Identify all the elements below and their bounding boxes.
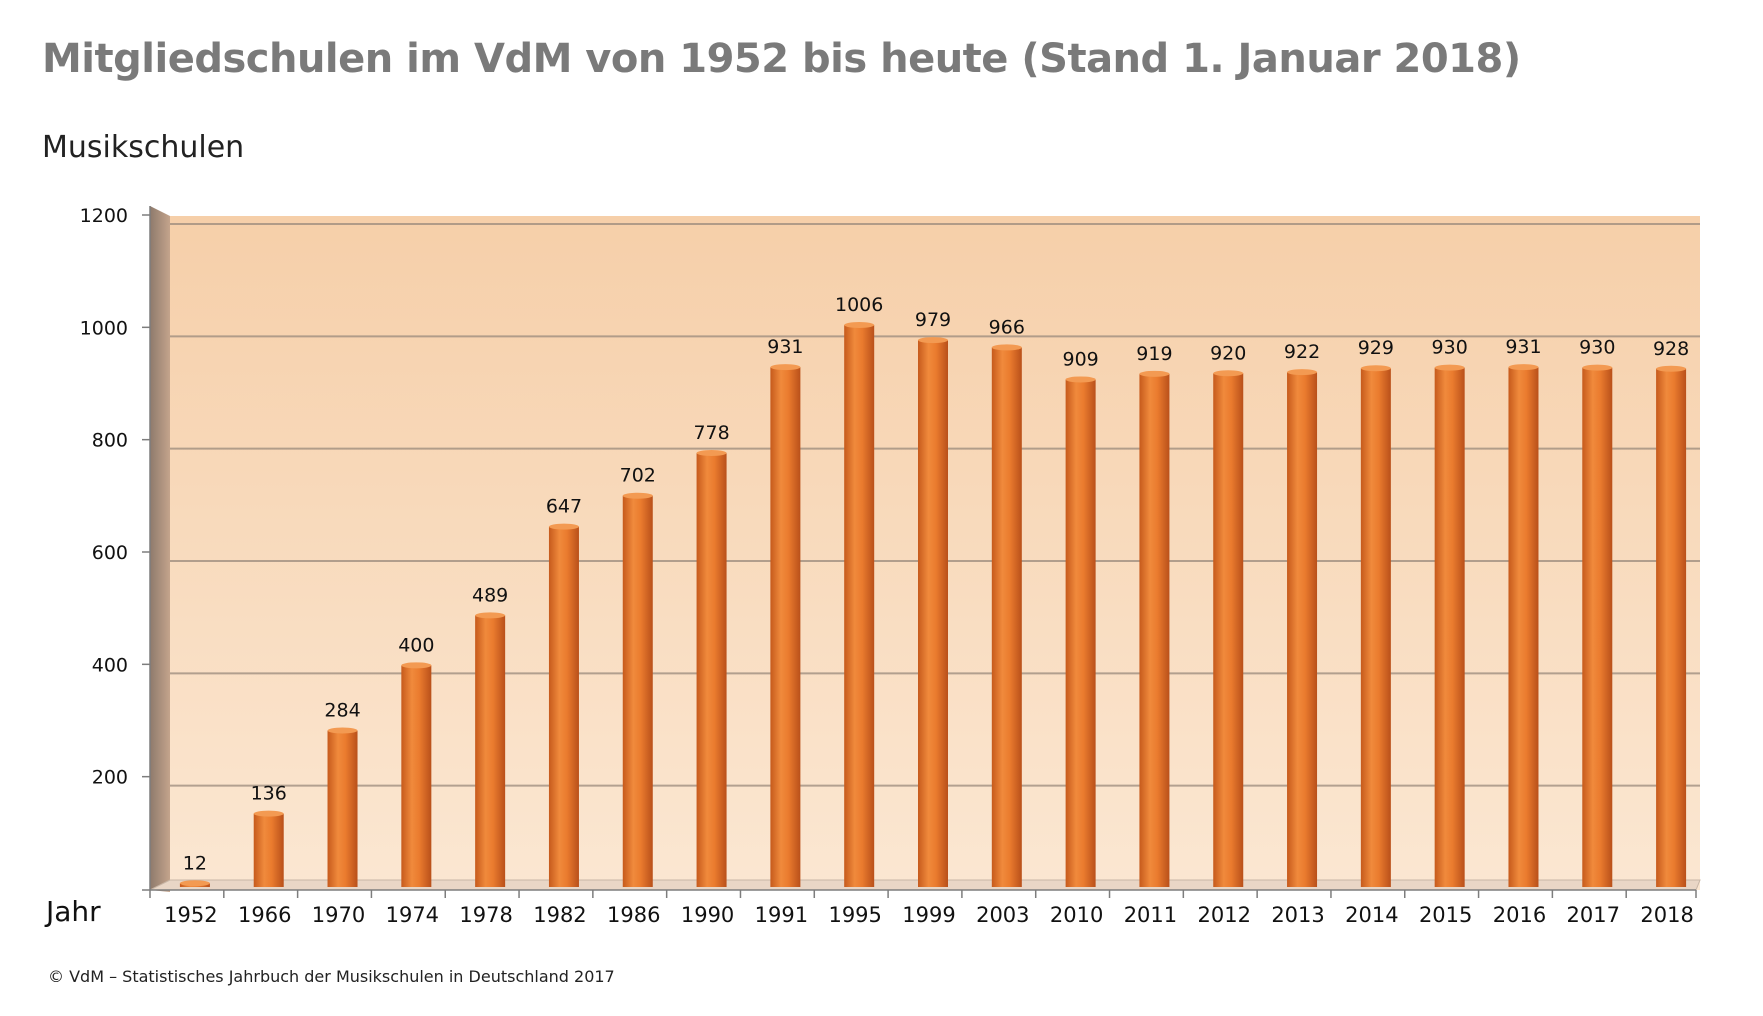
bar-2010	[1065, 379, 1096, 887]
data-label-1966: 136	[251, 783, 287, 805]
data-labels: 12 136 284 400 489 647 702 778 931 1006 979 966 909 9…	[183, 294, 1689, 874]
data-label-1990: 778	[693, 422, 729, 444]
chart-title: Mitgliedschulen im VdM von 1952 bis heut…	[42, 36, 1521, 82]
bar-top-1966	[253, 810, 284, 817]
bar-top-1991	[770, 364, 801, 371]
bar-top-2013	[1287, 369, 1318, 376]
data-label-2010: 909	[1062, 348, 1098, 370]
bar-top-2018	[1656, 365, 1687, 372]
x-tick-label-1978: 1978	[459, 903, 512, 927]
bar-1991	[770, 367, 801, 887]
y-tick-label-1200: 1200	[80, 205, 128, 227]
data-label-2014: 929	[1358, 337, 1394, 359]
y-tick-label-200: 200	[92, 767, 128, 789]
x-axis-title: Jahr	[44, 895, 101, 928]
x-tick-label-2011: 2011	[1124, 903, 1177, 927]
bar-top-1990	[696, 450, 727, 457]
bar-2014	[1360, 368, 1391, 887]
data-label-1952: 12	[183, 852, 207, 874]
bar-top-2014	[1360, 365, 1391, 372]
data-label-1986: 702	[620, 465, 656, 487]
x-tick-label-2016: 2016	[1493, 903, 1546, 927]
bar-top-2017	[1582, 364, 1613, 371]
data-label-2016: 931	[1505, 336, 1541, 358]
bar-top-1995	[844, 321, 875, 328]
bar-1999	[918, 340, 948, 888]
bars	[179, 321, 1687, 888]
data-label-1995: 1006	[835, 294, 883, 316]
bar-top-1978	[475, 612, 506, 619]
data-label-2017: 930	[1579, 337, 1615, 359]
bar-2017	[1582, 367, 1613, 887]
x-tick-label-1995: 1995	[828, 903, 881, 927]
bar-1974	[401, 665, 432, 887]
bar-2016	[1508, 367, 1539, 887]
x-tick-label-2018: 2018	[1640, 903, 1693, 927]
bar-top-1982	[548, 523, 579, 530]
bar-top-1970	[327, 727, 358, 734]
bar-1978	[475, 615, 506, 887]
data-label-2012: 920	[1210, 342, 1246, 364]
bar-top-2003	[991, 344, 1022, 351]
data-label-1974: 400	[398, 634, 434, 656]
data-label-2018: 928	[1653, 338, 1689, 360]
bar-top-1986	[622, 492, 653, 499]
bar-top-1952	[179, 880, 210, 887]
x-tick-label-1952: 1952	[164, 903, 217, 927]
bar-2011	[1139, 373, 1170, 887]
x-tick-label-1991: 1991	[755, 903, 808, 927]
bar-1970	[327, 730, 358, 887]
data-label-1970: 284	[324, 699, 360, 721]
x-tick-label-2014: 2014	[1345, 903, 1398, 927]
x-tick-label-2003: 2003	[976, 903, 1029, 927]
x-axis: Jahr 1952 1966 1970 1974 1978 1982 1986 1990 1991…	[44, 889, 1697, 928]
x-tick-label-2017: 2017	[1567, 903, 1620, 927]
x-tick-label-1999: 1999	[902, 903, 955, 927]
x-tick-label-1966: 1966	[238, 903, 291, 927]
data-label-2003: 966	[989, 316, 1025, 338]
y-tick-label-1000: 1000	[80, 317, 128, 339]
bar-1995	[844, 324, 875, 887]
bar-1966	[253, 813, 284, 887]
data-label-1982: 647	[546, 496, 582, 518]
source-note: © VdM – Statistisches Jahrbuch der Musik…	[48, 967, 615, 986]
y-axis-title: Musikschulen	[42, 130, 245, 165]
bar-2013	[1287, 372, 1318, 888]
bar-1982	[548, 526, 579, 887]
x-tick-label-2012: 2012	[1198, 903, 1251, 927]
y-tick-label-400: 400	[92, 654, 128, 676]
data-label-1991: 931	[767, 336, 803, 358]
y-tick-label-600: 600	[92, 542, 128, 564]
data-label-2013: 922	[1284, 341, 1320, 363]
bar-top-2011	[1139, 370, 1170, 377]
bar-2018	[1656, 368, 1687, 888]
x-tick-label-1986: 1986	[607, 903, 660, 927]
y-tick-label-800: 800	[92, 430, 128, 452]
bar-1986	[622, 495, 653, 887]
x-tick-label-1970: 1970	[312, 903, 365, 927]
x-tick-label-1982: 1982	[533, 903, 586, 927]
bar-2015	[1434, 367, 1465, 887]
data-label-2015: 930	[1432, 337, 1468, 359]
bar-2003	[991, 347, 1022, 887]
x-tick-label-2010: 2010	[1050, 903, 1103, 927]
plot-side-wall	[150, 206, 170, 892]
bar-top-2010	[1065, 376, 1096, 383]
bar-top-2012	[1213, 370, 1244, 377]
bar-1990	[696, 453, 727, 887]
bar-2012	[1213, 373, 1244, 887]
bar-top-1999	[918, 337, 948, 344]
bar-top-2016	[1508, 364, 1539, 371]
x-tick-label-2013: 2013	[1271, 903, 1324, 927]
data-label-2011: 919	[1136, 343, 1172, 365]
data-label-1978: 489	[472, 584, 508, 606]
data-label-1999: 979	[915, 309, 951, 331]
x-tick-label-1990: 1990	[681, 903, 734, 927]
bar-top-2015	[1434, 364, 1465, 371]
bar-top-1974	[401, 662, 432, 669]
y-axis: 200 400 600 800 1000 1200	[80, 205, 151, 891]
x-tick-label-1974: 1974	[386, 903, 439, 927]
x-tick-label-2015: 2015	[1419, 903, 1472, 927]
